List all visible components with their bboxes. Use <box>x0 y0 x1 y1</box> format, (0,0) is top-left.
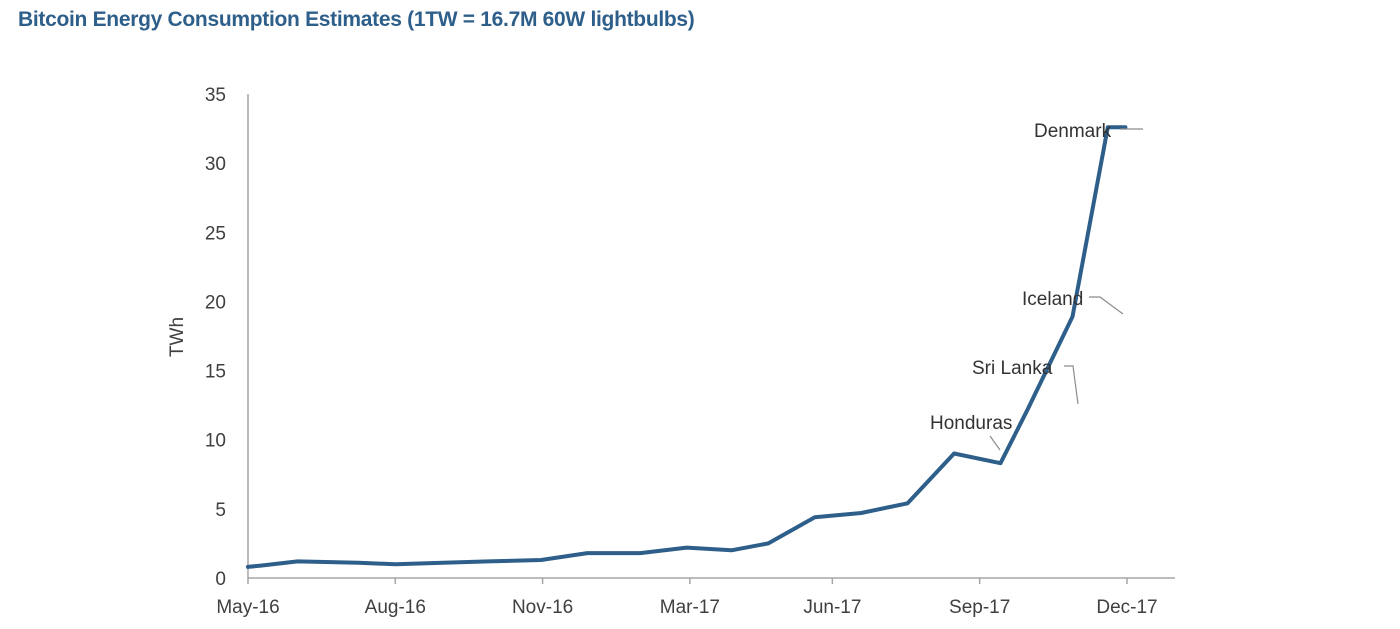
y-tick-label: 0 <box>215 569 226 590</box>
chart-title: Bitcoin Energy Consumption Estimates (1T… <box>18 8 695 31</box>
y-tick-label: 30 <box>205 154 226 175</box>
y-tick-labels: 0 5 10 15 20 25 30 35 <box>205 85 226 590</box>
annotation-leader-line <box>1064 365 1079 405</box>
annotation-label: Denmark <box>1034 121 1112 142</box>
series-group <box>246 125 1128 569</box>
annotations-group: Honduras Sri Lanka Iceland Denmark <box>930 121 1143 451</box>
y-tick-label: 25 <box>205 223 226 244</box>
y-axis: 0 5 10 15 20 25 30 35 <box>205 85 249 590</box>
x-tick-label: May-16 <box>216 597 279 618</box>
x-tick-label: Nov-16 <box>512 597 573 618</box>
annotation-label: Sri Lanka <box>972 358 1053 379</box>
annotation-leader-line <box>989 435 1001 451</box>
series-line <box>246 125 1128 569</box>
annotation-label: Honduras <box>930 413 1012 434</box>
x-axis: May-16 Aug-16 Nov-16 Mar-17 Jun-17 Sep-17 Dec-… <box>216 577 1175 618</box>
y-tick-label: 10 <box>205 431 226 452</box>
x-tick-label: Dec-17 <box>1096 597 1157 618</box>
x-tick-label: Jun-17 <box>803 597 861 618</box>
x-tick-label: Mar-17 <box>660 597 720 618</box>
x-ticks: May-16 Aug-16 Nov-16 Mar-17 Jun-17 Sep-17 Dec-… <box>216 578 1158 618</box>
y-tick-label: 20 <box>205 292 226 313</box>
annotation-label: Iceland <box>1022 289 1083 310</box>
x-tick-label: Sep-17 <box>949 597 1010 618</box>
annotation-leader-line <box>1089 296 1124 315</box>
y-tick-label: 5 <box>215 500 226 521</box>
y-axis-label: TWh <box>167 317 188 357</box>
x-tick-label: Aug-16 <box>365 597 426 618</box>
y-tick-label: 15 <box>205 362 226 383</box>
y-tick-label: 35 <box>205 85 226 106</box>
